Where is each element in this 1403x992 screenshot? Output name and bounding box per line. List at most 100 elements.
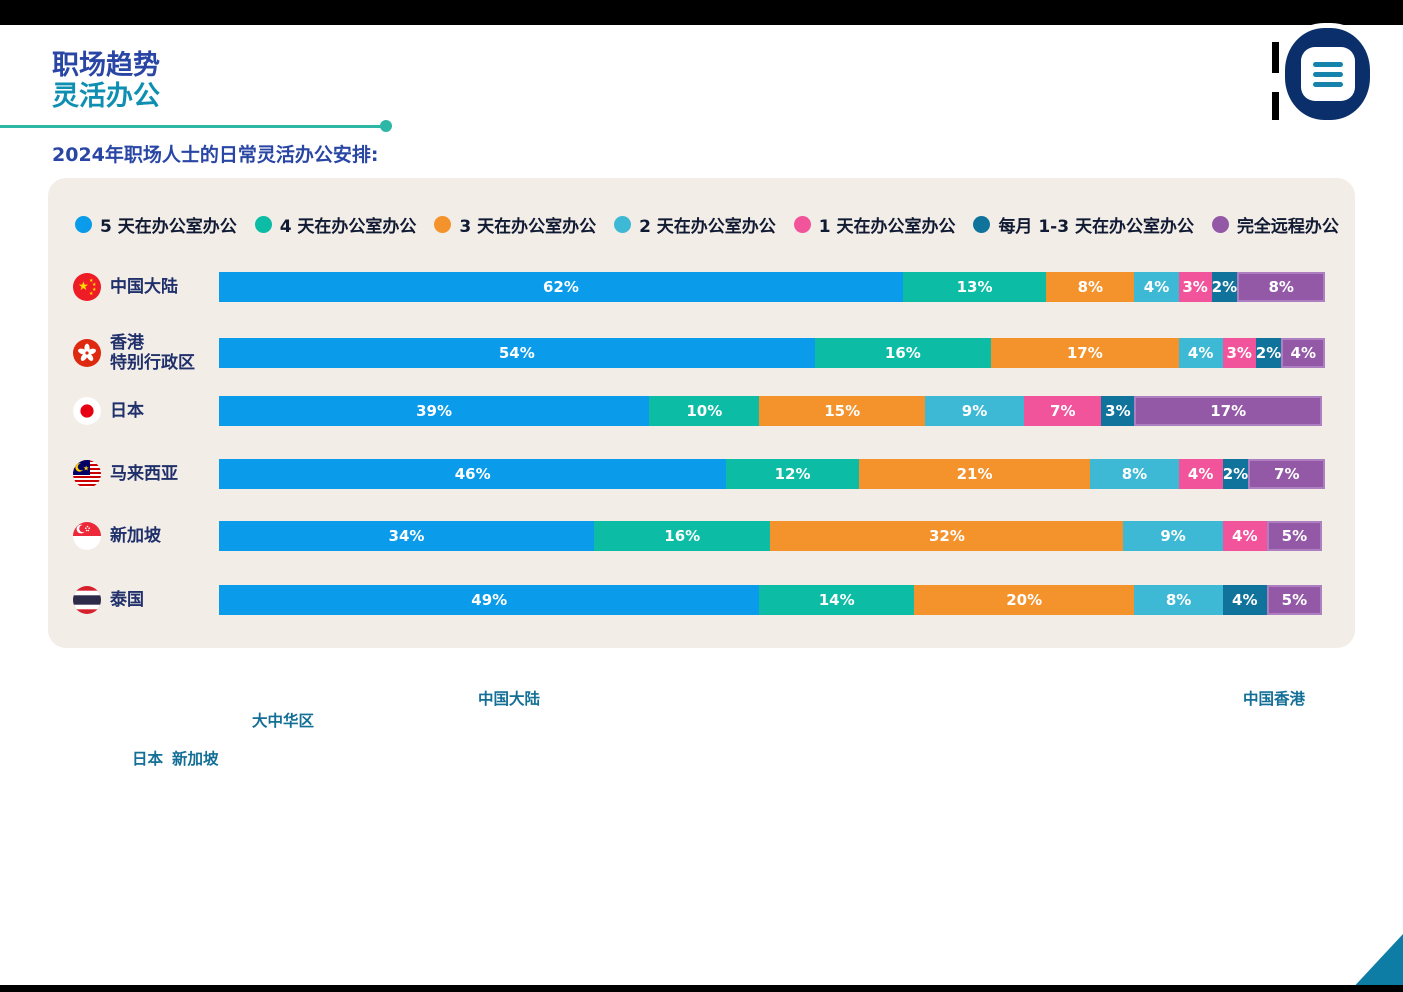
bar-segment-value: 4% [1143,278,1170,296]
legend-item: 1 天在办公室办公 [793,212,956,237]
chart-row: 日本 39% 10% 15% 9% 7% 3% 17% [48,396,1355,426]
page-title-line2: 灵活办公 [52,81,160,112]
legend-item: 4 天在办公室办公 [254,212,417,237]
stacked-bar: 54% 16% 17% 4% 3% 2% 4% [219,338,1326,368]
top-black-bar [0,0,1403,25]
bar-segment: 15% [759,396,925,426]
bar-segment-value: 13% [956,278,993,296]
bar-segment: 14% [759,585,914,615]
bar-segment-value: 3% [1105,402,1131,420]
bar-segment-value: 9% [1160,527,1186,545]
menu-button[interactable] [1285,28,1370,120]
map-label-mainland-china: 中国大陆 [478,690,541,708]
bar-segment: 9% [924,396,1025,426]
bar-segment-value: 15% [824,402,861,420]
row-label: 日本 [110,401,144,421]
bar-segment: 3% [1178,272,1212,302]
svg-text:★: ★ [89,278,94,284]
bar-segment-value: 54% [498,344,535,362]
bar-segment: 20% [913,585,1135,615]
bar-segment-value: 39% [416,402,453,420]
bar-segment-value: 20% [1006,591,1043,609]
chart-row: ★ 马来西亚 46% 12% 21% 8% 4% 2% 7% [48,459,1355,489]
svg-text:★: ★ [92,282,97,288]
legend-item: 2 天在办公室办公 [614,212,776,237]
bar-segment-value: 32% [929,527,965,545]
bar-segment-value: 62% [542,278,579,296]
bar-segment: 9% [1123,521,1223,551]
bar-segment-value: 4% [1232,591,1258,609]
map-label-hong-kong: 中国香港 [1243,690,1306,708]
decoration-mark [1272,92,1279,120]
bar-segment: 3% [1222,338,1256,368]
chart-row: ★ ★ ★ ★ ★ 中国大陆 62% 13% 8% 4% 3% 2% 8% [48,272,1355,302]
bar-segment: 8% [1090,459,1179,489]
bar-segment-value: 9% [961,402,988,420]
bar-segment: 7% [1024,396,1102,426]
bar-segment: 16% [814,338,992,368]
legend-label: 1 天在办公室办公 [818,217,956,237]
page-title: 职场趋势 灵活办公 [52,50,160,112]
svg-text:★: ★ [89,291,94,297]
legend-dot-icon [1211,216,1229,233]
bar-segment: 16% [594,521,771,551]
bar-segment: 17% [1134,396,1322,426]
page-title-line1: 职场趋势 [52,50,160,81]
bar-segment: 2% [1211,272,1238,302]
legend-dot-icon [614,216,632,233]
bar-segment-value: 16% [884,344,921,362]
bar-segment-value: 4% [1187,465,1214,483]
legend-item: 5 天在办公室办公 [75,212,237,237]
map-label-singapore: 新加坡 [172,750,219,768]
bar-segment: 4% [1178,338,1223,368]
bar-segment: 39% [219,396,650,426]
bar-segment-value: 3% [1182,278,1208,296]
bar-segment: 2% [1255,338,1282,368]
legend-dot-icon [254,216,272,233]
flag-icon-singapore [73,522,101,550]
bar-segment-value: 7% [1050,402,1076,420]
bar-segment: 5% [1266,585,1322,615]
bar-segment: 49% [219,585,760,615]
bar-segment: 8% [1046,272,1135,302]
bar-segment-value: 49% [471,591,508,609]
bar-segment: 46% [219,459,727,489]
bar-segment: 10% [649,396,760,426]
row-label: 新加坡 [110,526,161,546]
bar-segment: 7% [1248,459,1326,489]
bar-segment-value: 2% [1222,465,1249,483]
bar-segment-value: 8% [1121,465,1148,483]
bar-segment-value: 4% [1232,527,1258,545]
bar-segment: 4% [1222,521,1267,551]
bar-segment: 4% [1281,338,1326,368]
flag-icon-hong-kong [73,339,101,367]
legend-item: 每月 1-3 天在办公室办公 [973,212,1194,237]
map-label-greater-china: 大中华区 [252,712,315,730]
row-label: 马来西亚 [110,464,178,484]
bar-segment: 4% [1134,272,1179,302]
bar-segment: 8% [1134,585,1223,615]
bar-segment: 12% [726,459,859,489]
flag-icon-japan [73,397,101,425]
chart-panel: 5 天在办公室办公 4 天在办公室办公 3 天在办公室办公 2 天在办公室办公 1 天在… [48,178,1355,648]
row-label: 香港 特别行政区 [110,333,195,373]
legend-dot-icon [434,216,452,233]
chart-row: 泰国 49% 14% 20% 8% 4% 5% [48,585,1355,615]
stacked-bar: 34% 16% 32% 9% 4% 5% [219,521,1322,551]
bar-segment-value: 2% [1255,344,1282,362]
flag-icon-malaysia: ★ [73,460,101,488]
bottom-black-bar [0,985,1403,992]
legend-item: 完全远程办公 [1211,212,1339,237]
bar-segment: 32% [770,521,1124,551]
chart-subtitle: 2024年职场人士的日常灵活办公安排: [52,144,379,166]
corner-triangle-decoration [1349,934,1403,992]
legend-label: 4 天在办公室办公 [279,217,417,237]
bar-segment: 17% [991,338,1179,368]
bar-segment: 21% [858,459,1091,489]
bar-segment-value: 46% [454,465,491,483]
bar-segment-value: 8% [1165,591,1192,609]
bar-segment-value: 17% [1066,344,1103,362]
bar-segment-value: 14% [818,591,855,609]
bar-segment: 4% [1222,585,1267,615]
chart-row: 新加坡 34% 16% 32% 9% 4% 5% [48,521,1355,551]
